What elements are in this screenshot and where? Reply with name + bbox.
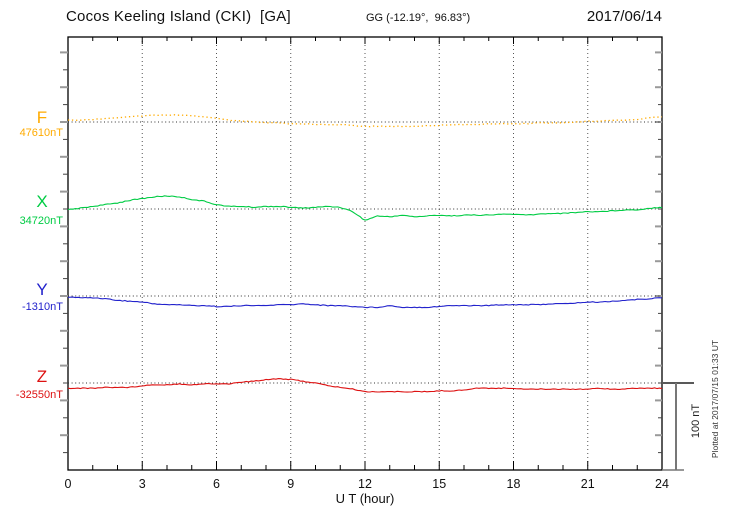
svg-text:12: 12	[358, 477, 372, 491]
series-label-x: X	[36, 192, 48, 211]
baseline-value-z: -32550nT	[15, 389, 63, 401]
svg-text:15: 15	[432, 477, 446, 491]
scale-bar-label: 100 nT	[690, 403, 702, 439]
series-label-z: Z	[36, 367, 48, 386]
svg-text:18: 18	[507, 477, 521, 491]
baseline-value-y: -1310nT	[22, 301, 63, 313]
geographic-coordinates-label: GG (-12.19°, 96.83°)	[366, 12, 471, 24]
svg-text:9: 9	[287, 477, 294, 491]
svg-text:21: 21	[581, 477, 595, 491]
plotted-at-timestamp: Plotted at 2017/07/15 01:33 UT	[710, 339, 720, 459]
series-label-f: F	[36, 108, 48, 127]
svg-text:24: 24	[655, 477, 669, 491]
baseline-value-f: 47610nT	[19, 127, 63, 139]
page-title: Cocos Keeling Island (CKI) [GA]	[66, 8, 291, 25]
svg-text:0: 0	[65, 477, 72, 491]
observation-date-label: 2017/06/14	[586, 8, 662, 25]
svg-text:6: 6	[213, 477, 220, 491]
baseline-value-x: 34720nT	[19, 215, 63, 227]
series-label-y: Y	[36, 280, 48, 299]
x-axis-label: U T (hour)	[335, 491, 395, 506]
svg-text:3: 3	[139, 477, 146, 491]
